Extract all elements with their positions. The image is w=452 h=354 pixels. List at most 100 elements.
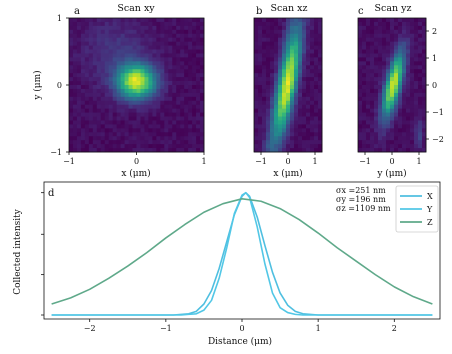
heatmap-cell	[298, 88, 303, 94]
panel-a-xtick-label: 0	[134, 157, 139, 166]
heatmap-cell	[152, 49, 157, 54]
heatmap-cell	[196, 140, 201, 145]
heatmap-cell	[144, 132, 149, 137]
heatmap-cell	[80, 128, 86, 133]
heatmap-cell	[290, 41, 295, 46]
heatmap-cell	[282, 88, 287, 94]
heatmap-cell	[140, 92, 145, 98]
heatmap-cell	[402, 18, 407, 23]
heatmap-cell	[104, 148, 110, 153]
heatmap-cell	[262, 88, 267, 94]
heatmap-cell	[136, 96, 141, 102]
heatmap-cell	[69, 128, 74, 133]
heatmap-cell	[69, 61, 74, 66]
heatmap-cell	[104, 53, 110, 58]
heatmap-cell	[398, 85, 403, 90]
heatmap-cell	[402, 124, 407, 129]
heatmap-cell	[282, 73, 287, 78]
heatmap-cell	[152, 100, 157, 106]
heatmap-cell	[92, 18, 98, 23]
legend-label: Z	[427, 218, 433, 227]
heatmap-cell	[282, 132, 287, 137]
heatmap-cell	[160, 148, 165, 153]
heatmap-cell	[116, 57, 122, 62]
heatmap-cell	[176, 148, 181, 153]
heatmap-cell	[196, 37, 201, 43]
heatmap-cell	[314, 88, 319, 94]
heatmap-cell	[362, 108, 367, 113]
heatmap-cell	[92, 81, 98, 86]
heatmap-cell	[382, 18, 387, 23]
heatmap-cell	[144, 124, 149, 129]
heatmap-cell	[168, 148, 173, 153]
heatmap-cell	[124, 132, 129, 137]
heatmap-cell	[418, 85, 423, 90]
heatmap-cell	[358, 85, 363, 90]
heatmap-cell	[394, 61, 399, 66]
heatmap-cell	[128, 112, 133, 117]
heatmap-cell	[160, 112, 165, 117]
heatmap-cell	[192, 112, 197, 117]
heatmap-cell	[128, 73, 133, 78]
heatmap-cell	[382, 96, 387, 102]
heatmap-cell	[72, 112, 78, 117]
heatmap-cell	[128, 41, 133, 46]
heatmap-cell	[84, 61, 90, 66]
heatmap-cell	[314, 136, 319, 141]
heatmap-cell	[262, 21, 267, 27]
heatmap-cell	[286, 124, 291, 129]
heatmap-cell	[172, 21, 177, 27]
heatmap-cell	[270, 140, 275, 145]
heatmap-cell	[156, 140, 161, 145]
heatmap-cell	[136, 148, 141, 153]
heatmap-cell	[164, 61, 169, 66]
heatmap-cell	[394, 49, 399, 54]
heatmap-cell	[188, 85, 193, 90]
heatmap-cell	[132, 132, 137, 137]
heatmap-cell	[88, 104, 94, 110]
panel-b-heatmap	[254, 18, 323, 153]
heatmap-cell	[188, 45, 193, 50]
heatmap-cell	[72, 116, 78, 121]
heatmap-cell	[92, 73, 98, 78]
heatmap-cell	[306, 77, 311, 82]
heatmap-cell	[258, 81, 263, 86]
heatmap-cell	[120, 49, 125, 54]
heatmap-cell	[370, 37, 375, 43]
heatmap-cell	[160, 96, 165, 102]
heatmap-cell	[398, 100, 403, 106]
heatmap-cell	[302, 85, 307, 90]
heatmap-cell	[266, 77, 271, 82]
heatmap-cell	[362, 29, 367, 35]
heatmap-cell	[270, 25, 275, 31]
panel-a-letter: a	[74, 6, 80, 17]
heatmap-cell	[88, 33, 94, 39]
heatmap-cell	[69, 144, 74, 149]
heatmap-cell	[112, 25, 118, 31]
panel-d-curves	[51, 191, 433, 316]
heatmap-cell	[278, 77, 283, 82]
heatmap-cell	[318, 120, 323, 125]
heatmap-cell	[394, 57, 399, 62]
heatmap-cell	[274, 140, 279, 145]
heatmap-cell	[418, 92, 423, 98]
heatmap-cell	[402, 21, 407, 27]
heatmap-cell	[418, 73, 423, 78]
heatmap-cell	[120, 57, 125, 62]
heatmap-cell	[144, 104, 149, 110]
heatmap-cell	[72, 144, 78, 149]
heatmap-cell	[422, 140, 427, 145]
heatmap-cell	[168, 132, 173, 137]
heatmap-cell	[88, 148, 94, 153]
heatmap-cell	[164, 41, 169, 46]
heatmap-cell	[156, 132, 161, 137]
heatmap-cell	[100, 73, 106, 78]
heatmap-cell	[128, 25, 133, 31]
heatmap-cell	[172, 100, 177, 106]
heatmap-cell	[374, 37, 379, 43]
heatmap-cell	[116, 108, 122, 113]
heatmap-cell	[362, 96, 367, 102]
heatmap-cell	[418, 136, 423, 141]
heatmap-cell	[258, 116, 263, 121]
heatmap-cell	[414, 61, 419, 66]
